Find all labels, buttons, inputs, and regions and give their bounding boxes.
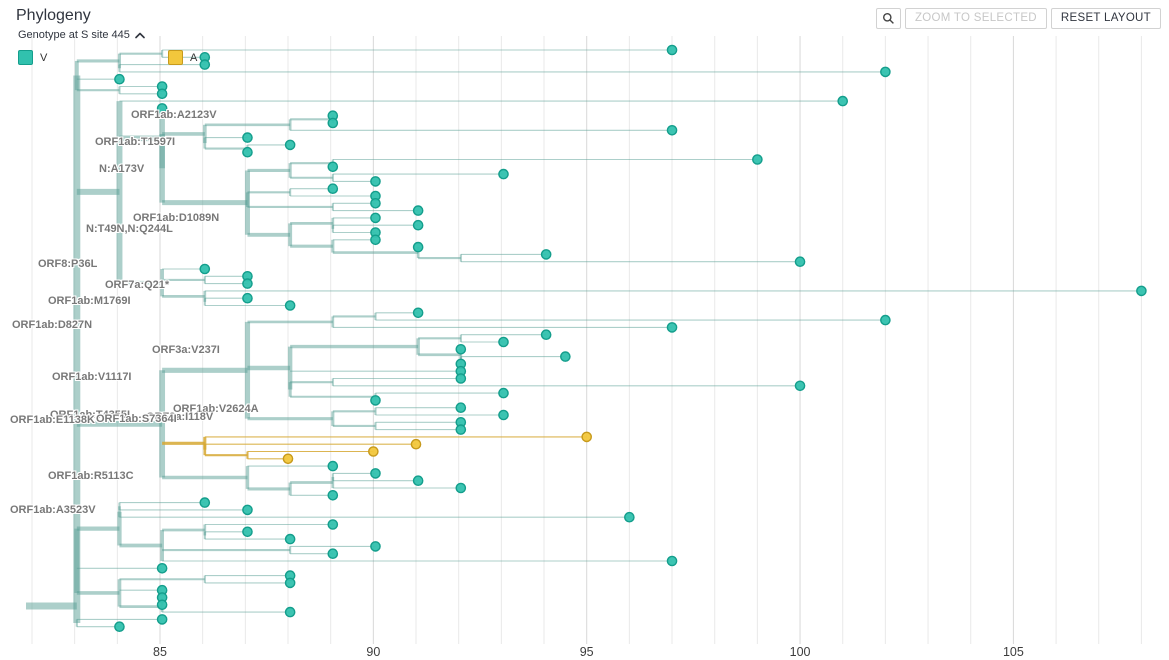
tip-node[interactable] — [284, 139, 296, 151]
tip-node[interactable] — [156, 563, 168, 574]
tip-node[interactable] — [156, 614, 168, 625]
tip-node[interactable] — [752, 154, 763, 165]
tip-node[interactable] — [156, 88, 168, 100]
tip-node[interactable] — [242, 526, 253, 538]
tip-node[interactable] — [327, 183, 339, 194]
tip-node[interactable] — [242, 504, 253, 516]
tip-node[interactable] — [498, 387, 509, 399]
tip-node[interactable] — [242, 278, 253, 289]
tip-node[interactable] — [624, 511, 635, 523]
tip-node[interactable] — [327, 117, 339, 129]
legend-entry-a[interactable]: A — [168, 50, 197, 65]
tip-node[interactable] — [327, 460, 339, 472]
tip-node[interactable] — [455, 424, 467, 435]
tip-node[interactable] — [370, 395, 381, 406]
tip-node[interactable] — [370, 212, 381, 224]
tip-node[interactable] — [666, 322, 678, 333]
header-buttons: ZOOM TO SELECTED RESET LAYOUT — [875, 8, 1161, 29]
tip-node[interactable] — [114, 621, 125, 633]
tip-node[interactable] — [880, 66, 891, 78]
tip-node[interactable] — [498, 409, 509, 421]
legend-swatch-v — [18, 50, 33, 65]
tip-node[interactable] — [284, 606, 296, 618]
tip-node[interactable] — [455, 402, 467, 414]
legend-swatch-a — [168, 50, 183, 65]
tip-node[interactable] — [666, 44, 678, 56]
tip-node[interactable] — [581, 431, 593, 443]
tip-node[interactable] — [412, 307, 424, 319]
tip-node[interactable] — [412, 241, 424, 253]
tip-node[interactable] — [794, 256, 806, 268]
tip-node[interactable] — [368, 446, 379, 457]
zoom-icon-button[interactable] — [875, 8, 901, 29]
tip-node[interactable] — [242, 292, 253, 304]
tip-node[interactable] — [327, 548, 339, 560]
tip-node[interactable] — [370, 541, 381, 552]
tip-node[interactable] — [666, 125, 678, 136]
tip-node[interactable] — [114, 73, 125, 85]
tip-node[interactable] — [498, 336, 509, 348]
tip-node[interactable] — [412, 475, 424, 487]
tip-node[interactable] — [370, 234, 381, 246]
magnifier-icon — [882, 12, 894, 24]
tip-node[interactable] — [156, 599, 168, 611]
genotype-selector[interactable]: Genotype at S site 445 — [18, 29, 145, 41]
tip-node[interactable] — [455, 343, 467, 355]
tip-node[interactable] — [455, 373, 467, 384]
tip-node[interactable] — [412, 219, 424, 231]
tip-node[interactable] — [199, 497, 211, 508]
tip-node[interactable] — [199, 59, 211, 70]
tip-node[interactable] — [837, 95, 849, 107]
tip-node[interactable] — [242, 132, 253, 143]
tip-node[interactable] — [282, 453, 294, 465]
tip-node[interactable] — [880, 314, 891, 326]
tip-node[interactable] — [242, 146, 253, 158]
genotype-selector-label: Genotype at S site 445 — [18, 29, 130, 41]
tip-node[interactable] — [560, 351, 571, 362]
zoom-to-selected-button[interactable]: ZOOM TO SELECTED — [904, 8, 1047, 29]
tip-node[interactable] — [666, 555, 678, 567]
tip-node[interactable] — [498, 168, 509, 180]
tip-node[interactable] — [370, 197, 381, 209]
tip-node[interactable] — [370, 176, 381, 187]
tip-node[interactable] — [540, 249, 552, 260]
tip-node[interactable] — [540, 329, 552, 341]
tip-node[interactable] — [327, 489, 339, 501]
tip-node[interactable] — [410, 438, 422, 450]
tip-node[interactable] — [794, 380, 806, 392]
tip-node[interactable] — [156, 103, 168, 114]
reset-layout-button[interactable]: RESET LAYOUT — [1050, 8, 1161, 29]
tip-node[interactable] — [1136, 285, 1147, 297]
tip-node[interactable] — [284, 533, 296, 545]
tip-node[interactable] — [284, 577, 296, 589]
legend-entry-v[interactable]: V — [18, 50, 47, 65]
tip-node[interactable] — [370, 468, 381, 479]
tip-node[interactable] — [327, 519, 339, 530]
tip-node[interactable] — [199, 263, 211, 275]
tip-node[interactable] — [455, 482, 467, 494]
tip-node[interactable] — [412, 205, 424, 216]
tip-node[interactable] — [284, 300, 296, 311]
page-title: Phylogeny — [16, 7, 91, 24]
chevron-up-icon[interactable] — [135, 32, 145, 39]
legend-label-a: A — [190, 51, 198, 64]
legend-label-v: V — [40, 51, 48, 64]
tip-node[interactable] — [327, 161, 339, 173]
